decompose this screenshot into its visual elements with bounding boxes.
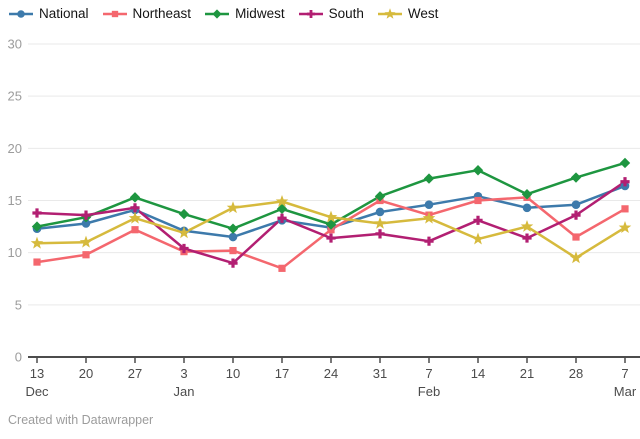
- legend-item-south: South: [298, 6, 364, 22]
- legend-item-national: National: [8, 6, 89, 22]
- legend-label: National: [39, 6, 89, 21]
- x-axis-tick-label: 27: [128, 366, 142, 381]
- datawrapper-credit: Created with Datawrapper: [8, 413, 154, 427]
- star-marker-icon: [377, 8, 402, 19]
- circle-marker-icon: [9, 10, 33, 18]
- series-markers-midwest: [31, 157, 631, 234]
- x-axis-tick-label: 31: [373, 366, 387, 381]
- y-axis-tick-label: 10: [8, 245, 22, 260]
- x-axis-month-label: Feb: [418, 384, 440, 399]
- x-axis-tick-label: 13: [30, 366, 44, 381]
- y-axis-tick-label: 5: [15, 297, 22, 312]
- y-axis-tick-label: 25: [8, 89, 22, 104]
- legend-label: West: [407, 6, 439, 21]
- x-axis-tick-label: 7: [621, 366, 628, 381]
- x-axis-tick-label: 7: [425, 366, 432, 381]
- x-axis-tick-label: 14: [471, 366, 485, 381]
- x-axis-tick-label: 3: [180, 366, 187, 381]
- legend: National Northeast Midwest South West: [8, 6, 451, 22]
- x-axis-tick-label: 10: [226, 366, 240, 381]
- x-axis-tick-label: 28: [569, 366, 583, 381]
- legend-item-midwest: Midwest: [204, 6, 285, 22]
- square-marker-icon: [102, 10, 127, 18]
- x-axis-tick-label: 17: [275, 366, 289, 381]
- x-axis-month-label: Mar: [614, 384, 637, 399]
- y-axis-tick-label: 15: [8, 193, 22, 208]
- series-markers-south: [32, 177, 630, 268]
- x-axis-tick-label: 24: [324, 366, 338, 381]
- plus-marker-icon: [298, 9, 323, 19]
- diamond-marker-icon: [205, 9, 230, 19]
- y-axis-tick-label: 20: [8, 141, 22, 156]
- legend-item-west: West: [377, 6, 439, 22]
- legend-label: Northeast: [132, 6, 192, 21]
- x-axis-month-label: Jan: [174, 384, 195, 399]
- y-axis-tick-label: 0: [15, 350, 22, 365]
- legend-label: Midwest: [235, 6, 285, 21]
- series-markers-west: [30, 194, 632, 264]
- x-axis-tick-label: 21: [520, 366, 534, 381]
- legend-item-northeast: Northeast: [102, 6, 192, 22]
- x-axis-month-label: Dec: [25, 384, 49, 399]
- x-axis-tick-label: 20: [79, 366, 93, 381]
- y-axis-tick-label: 30: [8, 37, 22, 52]
- legend-label: South: [328, 6, 364, 21]
